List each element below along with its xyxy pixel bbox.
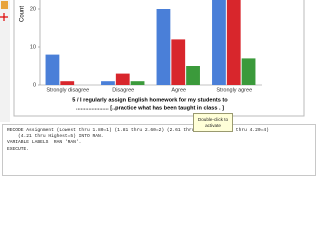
bar	[101, 81, 115, 85]
bar	[171, 39, 186, 85]
x-axis-title: ..................... [..practice what h…	[76, 105, 224, 111]
bar	[241, 58, 256, 85]
output-icon	[1, 1, 8, 9]
chart: Count 5 / I regularly assign English hom…	[0, 0, 305, 122]
tooltip-text: activate	[205, 123, 221, 128]
x-axis-title: 5 / I regularly assign English homework …	[72, 97, 228, 103]
bar	[212, 0, 226, 85]
spss-output: Count 5 / I regularly assign English hom…	[0, 0, 316, 176]
x-tick-label: Disagree	[112, 87, 134, 93]
y-tick-label: 0	[33, 82, 36, 88]
y-axis-title: Count	[20, 6, 26, 22]
bar	[226, 0, 241, 86]
syntax-editor[interactable]: RECODE Assignment (Lowest thru 1.80=1) (…	[2, 124, 316, 176]
left-gutter	[0, 0, 10, 122]
bar	[45, 54, 60, 85]
y-tick-label: 20	[30, 6, 36, 12]
bar	[186, 66, 200, 85]
x-tick-label: Strongly disagree	[46, 87, 89, 93]
tooltip: Double-click to activate	[193, 113, 233, 132]
bar	[115, 73, 130, 85]
x-tick-label: Strongly agree	[216, 87, 252, 93]
syntax-line: VARIABLE LABELS RAN 'RAN'.	[7, 140, 82, 146]
tooltip-text: Double-click to	[197, 117, 229, 122]
syntax-line: (4.21 thru Highest=5) INTO RAN.	[7, 134, 104, 140]
syntax-line: EXECUTE.	[7, 146, 30, 152]
bar	[156, 9, 171, 85]
y-tick-label: 10	[30, 44, 36, 50]
bar	[60, 81, 75, 85]
x-tick-label: Agree	[171, 87, 186, 93]
bar	[130, 81, 145, 85]
